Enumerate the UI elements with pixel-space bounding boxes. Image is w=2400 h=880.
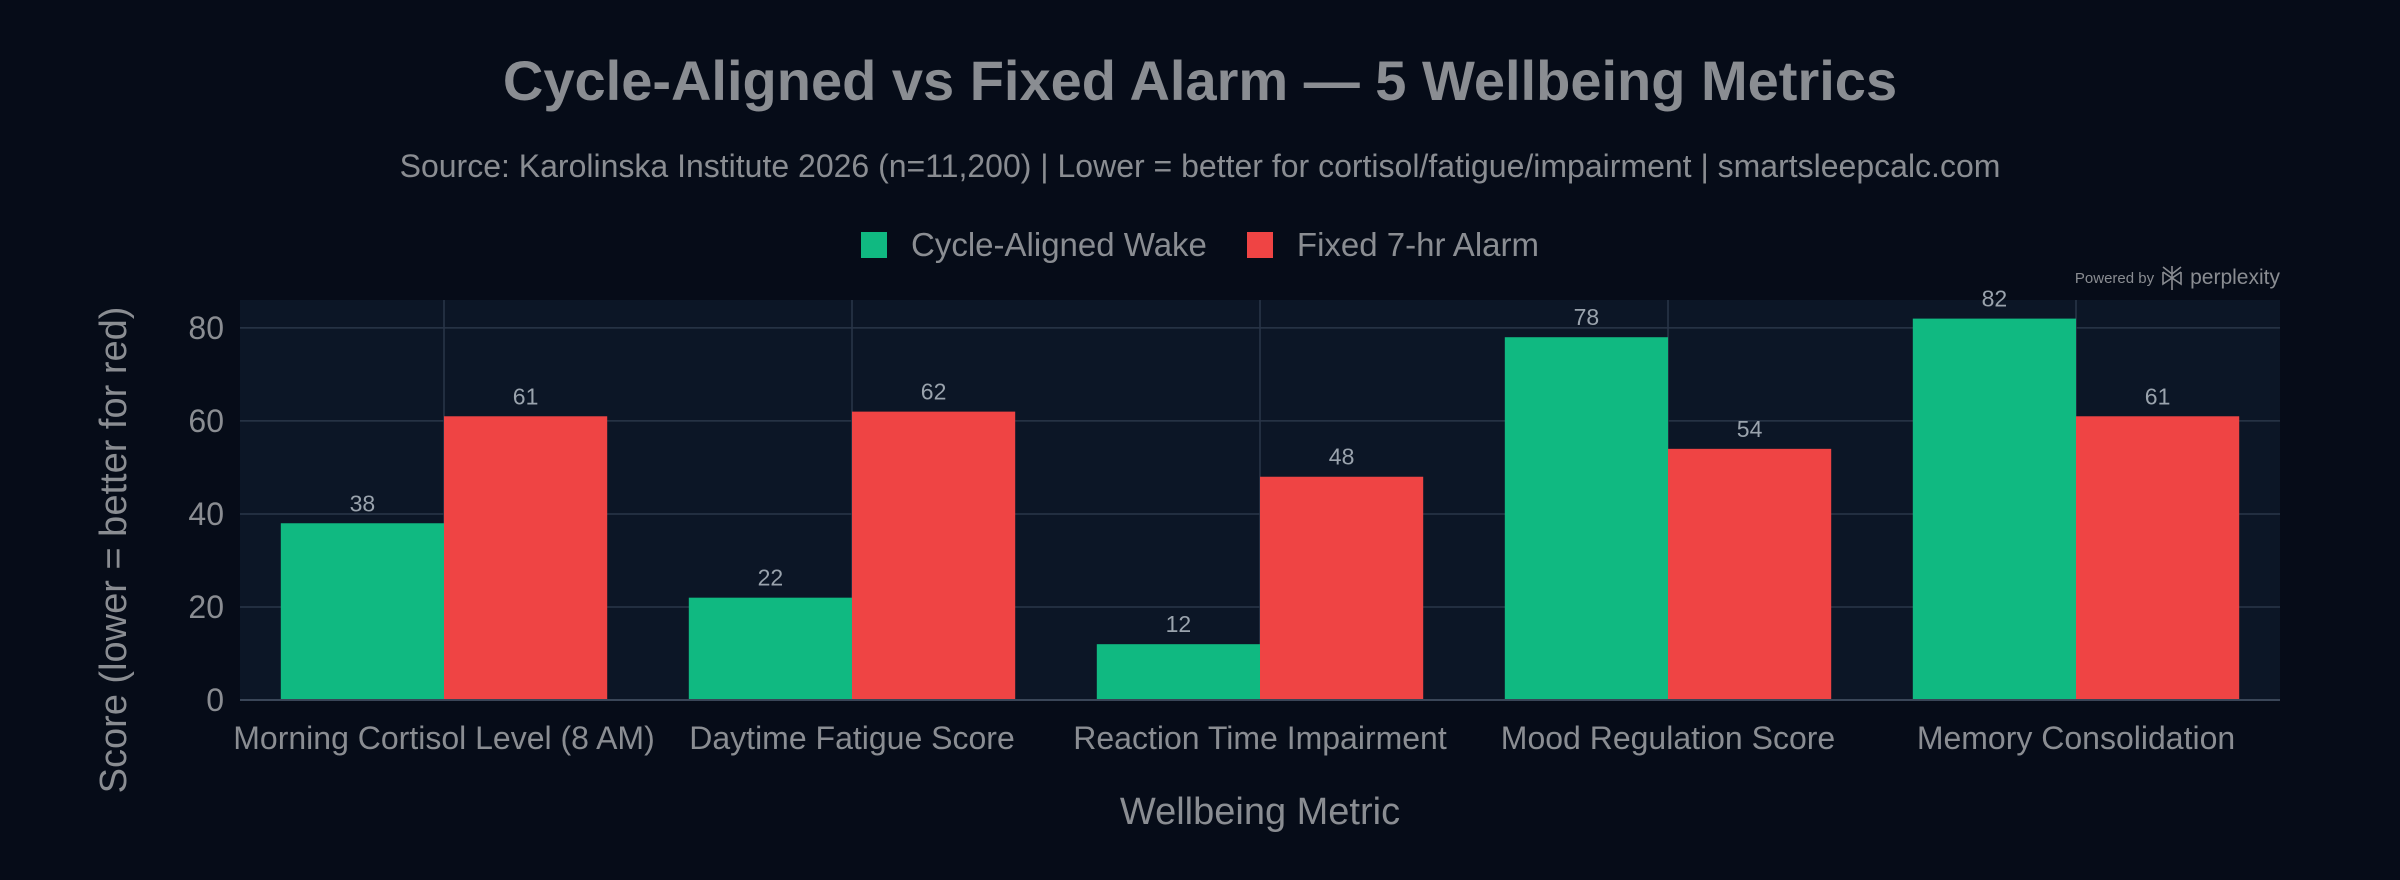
x-tick-label: Reaction Time Impairment	[1073, 720, 1447, 756]
watermark-prefix: Powered by	[2074, 269, 2155, 287]
y-tick-label: 0	[206, 682, 224, 718]
bar-cycle-aligned	[1504, 337, 1668, 700]
bar-cycle-aligned	[688, 597, 852, 700]
data-label: 48	[1329, 444, 1355, 470]
powered-by-watermark[interactable]: Powered by perplexity	[2075, 265, 2280, 291]
chart-subtitle: Source: Karolinska Institute 2026 (n=11,…	[399, 148, 2001, 184]
watermark-brand: perplexity	[2190, 266, 2280, 289]
bar-fixed-alarm	[2076, 416, 2240, 700]
legend-swatch-cycle-aligned	[861, 232, 888, 258]
y-tick-label: 20	[188, 589, 224, 625]
bar-fixed-alarm	[1260, 476, 1424, 700]
bar-fixed-alarm	[444, 416, 608, 700]
data-label: 61	[513, 383, 539, 409]
data-label: 12	[1166, 611, 1192, 637]
legend-label-fixed-alarm: Fixed 7-hr Alarm	[1296, 226, 1539, 263]
data-label: 61	[2145, 383, 2171, 409]
y-tick-label: 80	[188, 310, 224, 346]
y-tick-label: 40	[188, 496, 224, 532]
y-axis-title: Score (lower = better for red)	[93, 307, 135, 794]
data-label: 54	[1737, 416, 1763, 442]
x-tick-label: Daytime Fatigue Score	[689, 720, 1014, 756]
x-tick-label: Memory Consolidation	[1917, 720, 2235, 756]
data-label: 78	[1574, 304, 1600, 330]
chart-title: Cycle-Aligned vs Fixed Alarm — 5 Wellbei…	[502, 49, 1898, 112]
bar-fixed-alarm	[1668, 448, 1832, 700]
x-tick-label: Morning Cortisol Level (8 AM)	[233, 720, 654, 756]
y-tick-label: 60	[188, 403, 224, 439]
data-label: 82	[1982, 286, 2008, 312]
legend-label-cycle-aligned: Cycle-Aligned Wake	[911, 226, 1207, 263]
bar-fixed-alarm	[852, 411, 1016, 700]
x-axis-title: Wellbeing Metric	[1120, 791, 1400, 833]
bar-cycle-aligned	[280, 523, 444, 700]
legend-item-cycle-aligned[interactable]: Cycle-Aligned Wake	[861, 226, 1207, 264]
legend-item-fixed-alarm[interactable]: Fixed 7-hr Alarm	[1246, 226, 1539, 264]
data-label: 38	[350, 490, 376, 516]
data-label: 62	[921, 379, 947, 405]
legend: Cycle-Aligned Wake Fixed 7-hr Alarm	[0, 226, 2400, 264]
bar-cycle-aligned	[1912, 318, 2076, 700]
bar-cycle-aligned	[1096, 644, 1260, 700]
perplexity-logo-icon	[2162, 266, 2182, 290]
data-label: 22	[758, 565, 784, 591]
x-tick-label: Mood Regulation Score	[1501, 720, 1835, 756]
legend-swatch-fixed-alarm	[1246, 232, 1273, 258]
